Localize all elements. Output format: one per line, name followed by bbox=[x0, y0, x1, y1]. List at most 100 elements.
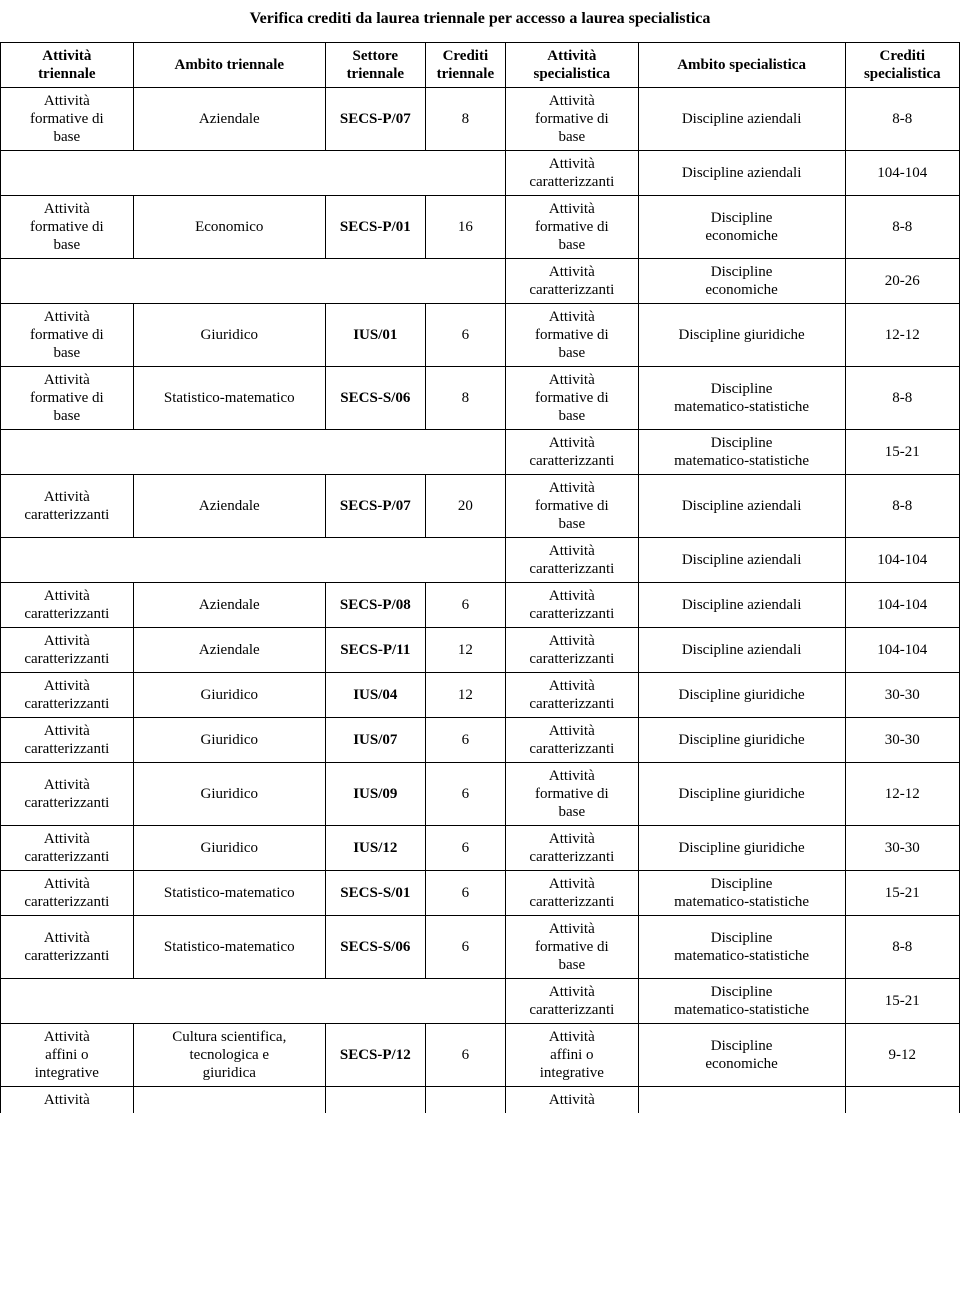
cell: 20 bbox=[425, 475, 505, 538]
cell: IUS/12 bbox=[325, 826, 425, 871]
cell: 9-12 bbox=[845, 1024, 959, 1087]
cell: Statistico-matematico bbox=[133, 367, 325, 430]
cell: Attivitàformative dibase bbox=[1, 88, 134, 151]
cell: Attivitàcaratterizzanti bbox=[506, 673, 639, 718]
cell: Attività bbox=[506, 1087, 639, 1114]
cell: 6 bbox=[425, 871, 505, 916]
table-row: Attivitàcaratterizzanti Disciplinematema… bbox=[1, 979, 960, 1024]
cell: Attivitàcaratterizzanti bbox=[506, 151, 639, 196]
cell-empty bbox=[845, 1087, 959, 1114]
cell-empty bbox=[1, 430, 506, 475]
cell: SECS-P/11 bbox=[325, 628, 425, 673]
table-row: Attivitàformative dibase Economico SECS-… bbox=[1, 196, 960, 259]
cell: Attivitàformative dibase bbox=[506, 763, 639, 826]
credits-table: Attivitàtriennale Ambito triennale Setto… bbox=[0, 42, 960, 1113]
cell: 6 bbox=[425, 1024, 505, 1087]
cell: IUS/04 bbox=[325, 673, 425, 718]
cell: Attivitàformative dibase bbox=[506, 304, 639, 367]
cell: Discipline aziendali bbox=[638, 583, 845, 628]
cell-empty bbox=[1, 538, 506, 583]
cell: Attivitàformative dibase bbox=[506, 916, 639, 979]
cell-empty bbox=[1, 979, 506, 1024]
cell: Attivitàformative dibase bbox=[506, 475, 639, 538]
cell: 30-30 bbox=[845, 718, 959, 763]
cell: Attivitàformative dibase bbox=[1, 367, 134, 430]
page-title: Verifica crediti da laurea triennale per… bbox=[0, 10, 960, 28]
cell: Attivitàcaratterizzanti bbox=[506, 430, 639, 475]
cell: Attivitàaffini ointegrative bbox=[1, 1024, 134, 1087]
cell: IUS/01 bbox=[325, 304, 425, 367]
cell: Discipline aziendali bbox=[638, 475, 845, 538]
cell-empty bbox=[325, 1087, 425, 1114]
cell: Attivitàformative dibase bbox=[506, 367, 639, 430]
cell: Disciplinematematico-statistiche bbox=[638, 367, 845, 430]
cell: Attivitàcaratterizzanti bbox=[1, 763, 134, 826]
cell: Attivitàcaratterizzanti bbox=[506, 871, 639, 916]
table-row: Attivitàcaratterizzanti Giuridico IUS/04… bbox=[1, 673, 960, 718]
table-header-row: Attivitàtriennale Ambito triennale Setto… bbox=[1, 43, 960, 88]
cell: Giuridico bbox=[133, 673, 325, 718]
table-row: Attivitàformative dibase Aziendale SECS-… bbox=[1, 88, 960, 151]
cell: Disciplineeconomiche bbox=[638, 1024, 845, 1087]
table-row: Attivitàcaratterizzanti Disciplinematema… bbox=[1, 430, 960, 475]
cell: Attivitàcaratterizzanti bbox=[1, 475, 134, 538]
cell: 12-12 bbox=[845, 763, 959, 826]
cell: Discipline aziendali bbox=[638, 151, 845, 196]
cell: Giuridico bbox=[133, 826, 325, 871]
cell: Aziendale bbox=[133, 88, 325, 151]
cell: Discipline aziendali bbox=[638, 538, 845, 583]
col-crediti-specialistica: Creditispecialistica bbox=[845, 43, 959, 88]
cell: Statistico-matematico bbox=[133, 916, 325, 979]
table-row: Attivitàcaratterizzanti Disciplineeconom… bbox=[1, 259, 960, 304]
cell: Discipline aziendali bbox=[638, 88, 845, 151]
cell: 8-8 bbox=[845, 367, 959, 430]
cell: 12 bbox=[425, 628, 505, 673]
cell: 15-21 bbox=[845, 430, 959, 475]
cell: SECS-P/12 bbox=[325, 1024, 425, 1087]
cell: 8 bbox=[425, 367, 505, 430]
table-row: Attivitàcaratterizzanti Statistico-matem… bbox=[1, 916, 960, 979]
cell: IUS/09 bbox=[325, 763, 425, 826]
cell: Attivitàformative dibase bbox=[506, 196, 639, 259]
table-row: Attivitàformative dibase Giuridico IUS/0… bbox=[1, 304, 960, 367]
cell: Disciplineeconomiche bbox=[638, 259, 845, 304]
cell: 104-104 bbox=[845, 151, 959, 196]
table-row: Attivitàcaratterizzanti Aziendale SECS-P… bbox=[1, 583, 960, 628]
cell: Discipline giuridiche bbox=[638, 826, 845, 871]
table-row: Attivitàcaratterizzanti Giuridico IUS/12… bbox=[1, 826, 960, 871]
cell: 104-104 bbox=[845, 583, 959, 628]
cell: 6 bbox=[425, 718, 505, 763]
cell: 8-8 bbox=[845, 916, 959, 979]
cell: SECS-P/01 bbox=[325, 196, 425, 259]
cell: 6 bbox=[425, 916, 505, 979]
cell: 12 bbox=[425, 673, 505, 718]
cell-empty bbox=[1, 151, 506, 196]
col-attivita-specialistica: Attivitàspecialistica bbox=[506, 43, 639, 88]
col-crediti-triennale: Credititriennale bbox=[425, 43, 505, 88]
cell: 8-8 bbox=[845, 196, 959, 259]
cell: SECS-P/07 bbox=[325, 88, 425, 151]
cell-empty bbox=[638, 1087, 845, 1114]
cell: 20-26 bbox=[845, 259, 959, 304]
cell: Attivitàcaratterizzanti bbox=[506, 259, 639, 304]
cell: Attivitàcaratterizzanti bbox=[1, 718, 134, 763]
cell: Attivitàformative dibase bbox=[1, 196, 134, 259]
cell: 6 bbox=[425, 583, 505, 628]
cell: Disciplineeconomiche bbox=[638, 196, 845, 259]
table-row: Attivitàcaratterizzanti Statistico-matem… bbox=[1, 871, 960, 916]
cell: Discipline giuridiche bbox=[638, 304, 845, 367]
cell: Discipline giuridiche bbox=[638, 673, 845, 718]
table-row: Attivitàaffini ointegrative Cultura scie… bbox=[1, 1024, 960, 1087]
cell: Attivitàcaratterizzanti bbox=[1, 826, 134, 871]
cell: 15-21 bbox=[845, 871, 959, 916]
cell: Attivitàcaratterizzanti bbox=[1, 916, 134, 979]
cell: Disciplinematematico-statistiche bbox=[638, 430, 845, 475]
col-ambito-triennale: Ambito triennale bbox=[133, 43, 325, 88]
cell: Attivitàformative dibase bbox=[1, 304, 134, 367]
cell: Attivitàformative dibase bbox=[506, 88, 639, 151]
cell: 8 bbox=[425, 88, 505, 151]
cell: Aziendale bbox=[133, 475, 325, 538]
cell: Cultura scientifica,tecnologica egiuridi… bbox=[133, 1024, 325, 1087]
col-settore-triennale: Settoretriennale bbox=[325, 43, 425, 88]
cell: 6 bbox=[425, 826, 505, 871]
